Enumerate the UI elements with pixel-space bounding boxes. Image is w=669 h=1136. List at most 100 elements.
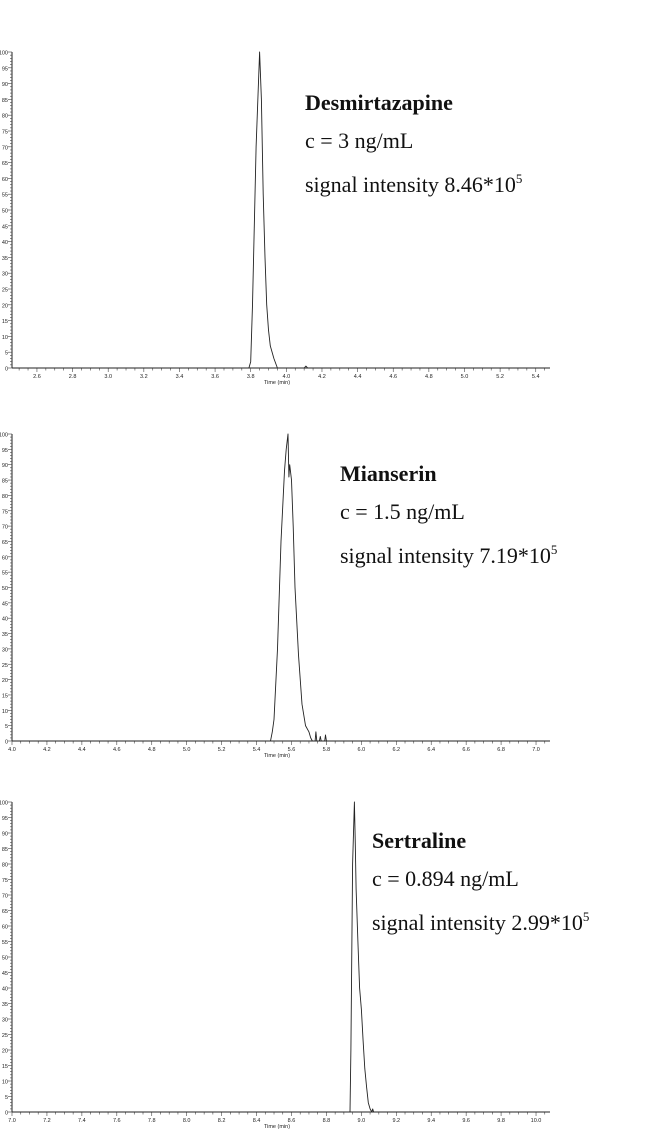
y-tick-label: 35 (2, 1002, 8, 1008)
y-tick-label: 75 (2, 509, 8, 515)
y-tick-label: 95 (2, 448, 8, 454)
y-tick-label: 20 (2, 678, 8, 684)
y-tick-label: 85 (2, 98, 8, 104)
x-tick-label: 5.4 (532, 374, 540, 380)
y-tick-label: 100 (0, 51, 8, 57)
chart-panel-3: 0 5 10 15 20 25 30 35 40 45 50 55 60 65 70 75 80 85 90 95 10… (0, 801, 550, 1130)
y-tick-label: 70 (2, 145, 8, 151)
y-tick-label: 0 (5, 1111, 8, 1117)
x-tick-label: 8.6 (288, 1118, 296, 1124)
y-tick-label: 5 (5, 1095, 8, 1101)
y-tick-label: 95 (2, 816, 8, 822)
y-tick-label: 90 (2, 832, 8, 838)
chart-panel-2: 0 5 10 15 20 25 30 35 40 45 50 55 60 65 70 75 80 85 90 95 10… (0, 433, 550, 759)
y-tick-label: 20 (2, 1049, 8, 1055)
x-tick-label: 9.2 (392, 1118, 400, 1124)
y-tick-label: 15 (2, 693, 8, 699)
x-tick-label: 6.8 (497, 747, 505, 753)
x-axis-label: Time (min) (264, 380, 290, 386)
x-tick-label: 5.0 (461, 374, 469, 380)
y-tick-label: 80 (2, 863, 8, 869)
annotation-mianserin: Mianserin c = 1.5 ng/mL signal intensity… (340, 455, 557, 575)
y-tick-label: 5 (5, 724, 8, 730)
y-tick-label: 50 (2, 956, 8, 962)
y-tick-label: 5 (5, 351, 8, 357)
annotation-desmirtazapine: Desmirtazapine c = 3 ng/mL signal intens… (305, 84, 522, 204)
y-tick-label: 70 (2, 525, 8, 531)
y-tick-label: 10 (2, 709, 8, 715)
chromatogram-trace (12, 51, 550, 369)
concentration-label: c = 1.5 ng/mL (340, 499, 465, 524)
y-tick-label: 35 (2, 632, 8, 638)
y-tick-label: 90 (2, 463, 8, 469)
y-tick-label: 45 (2, 224, 8, 230)
x-tick-label: 5.2 (496, 374, 504, 380)
y-tick-label: 65 (2, 909, 8, 915)
y-tick-label: 85 (2, 479, 8, 485)
x-tick-label: 7.6 (113, 1118, 121, 1124)
signal-intensity-label: signal intensity 8.46*105 (305, 171, 523, 197)
x-tick-label: 2.8 (69, 374, 77, 380)
y-tick-label: 85 (2, 847, 8, 853)
y-tick-label: 80 (2, 494, 8, 500)
y-tick-label: 60 (2, 555, 8, 561)
x-tick-label: 9.4 (427, 1118, 435, 1124)
x-tick-label: 4.4 (354, 374, 362, 380)
x-tick-label: 8.0 (183, 1118, 191, 1124)
y-tick-label: 50 (2, 209, 8, 215)
y-tick-label: 35 (2, 256, 8, 262)
compound-name: Mianserin (340, 461, 437, 486)
x-tick-label: 4.6 (389, 374, 397, 380)
x-tick-label: 6.6 (462, 747, 470, 753)
chromatogram-trace (12, 433, 550, 742)
x-tick-label: 5.8 (323, 747, 331, 753)
x-tick-label: 9.8 (497, 1118, 505, 1124)
y-tick-label: 40 (2, 617, 8, 623)
x-tick-label: 6.2 (392, 747, 400, 753)
x-tick-label: 5.0 (183, 747, 191, 753)
x-tick-label: 4.2 (43, 747, 51, 753)
signal-intensity-label: signal intensity 7.19*105 (340, 542, 558, 568)
y-tick-label: 10 (2, 335, 8, 341)
x-tick-label: 4.6 (113, 747, 121, 753)
y-tick-label: 60 (2, 177, 8, 183)
x-tick-label: 4.4 (78, 747, 86, 753)
x-tick-label: 8.8 (323, 1118, 331, 1124)
x-tick-label: 3.0 (104, 374, 112, 380)
y-tick-label: 45 (2, 971, 8, 977)
y-tick-label: 20 (2, 303, 8, 309)
compound-name: Sertraline (372, 828, 467, 853)
x-tick-label: 4.8 (425, 374, 433, 380)
y-tick-label: 100 (0, 801, 8, 807)
concentration-label: c = 0.894 ng/mL (372, 866, 519, 891)
y-tick-label: 75 (2, 878, 8, 884)
x-tick-label: 5.6 (288, 747, 296, 753)
x-tick-label: 5.4 (253, 747, 261, 753)
x-axis-label: Time (min) (264, 1124, 290, 1130)
concentration-label: c = 3 ng/mL (305, 128, 414, 153)
x-tick-label: 6.4 (427, 747, 435, 753)
y-tick-label: 40 (2, 240, 8, 246)
x-tick-label: 7.8 (148, 1118, 156, 1124)
x-tick-label: 8.4 (253, 1118, 261, 1124)
x-tick-label: 3.8 (247, 374, 255, 380)
x-tick-label: 4.0 (8, 747, 16, 753)
x-tick-label: 7.4 (78, 1118, 86, 1124)
x-tick-label: 5.2 (218, 747, 226, 753)
x-tick-label: 7.0 (532, 747, 540, 753)
y-tick-label: 15 (2, 319, 8, 325)
x-tick-label: 3.6 (211, 374, 219, 380)
y-tick-label: 30 (2, 1018, 8, 1024)
y-tick-label: 55 (2, 940, 8, 946)
y-tick-label: 25 (2, 288, 8, 294)
y-tick-label: 65 (2, 161, 8, 167)
y-tick-label: 45 (2, 601, 8, 607)
y-tick-label: 30 (2, 647, 8, 653)
y-tick-label: 10 (2, 1080, 8, 1086)
y-tick-label: 65 (2, 540, 8, 546)
x-tick-label: 4.0 (283, 374, 291, 380)
y-tick-label: 90 (2, 82, 8, 88)
chart-panel-1: 0 5 10 15 20 25 30 35 40 45 50 55 60 65 70 75 80 85 90 95 10… (0, 51, 550, 386)
y-tick-label: 75 (2, 130, 8, 136)
